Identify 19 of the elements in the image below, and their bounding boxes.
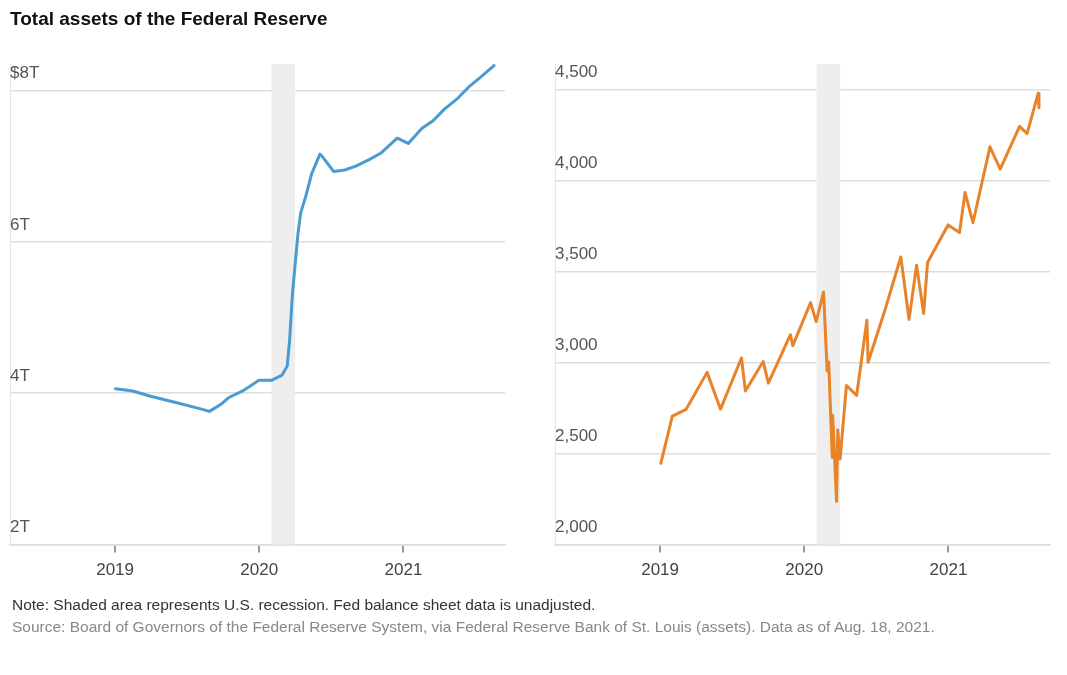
- y-tick-label: 3,500: [555, 244, 598, 264]
- y-tick-label: 2,000: [555, 517, 598, 537]
- x-tick-label: 2019: [641, 560, 679, 580]
- source-note: Source: Board of Governors of the Federal Reserve System, via Federal Reserve Bank of St. Louis (assets). Data as of Aug. 18, 2021.: [12, 617, 936, 637]
- chart-title: Total assets of the Federal Reserve: [10, 8, 329, 31]
- x-tick-label: 2021: [929, 560, 968, 580]
- y-tick-label: 4,000: [555, 153, 598, 173]
- x-tick-label: 2021: [384, 560, 423, 580]
- y-tick-label: 2T: [10, 517, 30, 537]
- text: Note: Shaded area represents U.S. recession. Fed balance sheet data is unadjusted.: [12, 595, 597, 615]
- x-tick-label: 2019: [96, 560, 134, 580]
- x-tick-label: 2020: [785, 560, 824, 580]
- y-tick-label: 4,500: [555, 62, 598, 82]
- x-tick-label: 2020: [240, 560, 279, 580]
- y-tick-label: $8T: [10, 63, 40, 83]
- y-tick-label: 3,000: [555, 335, 598, 355]
- y-tick-label: 6T: [10, 214, 30, 234]
- y-tick-label: 4T: [10, 365, 30, 385]
- y-tick-label: 2,500: [555, 426, 598, 446]
